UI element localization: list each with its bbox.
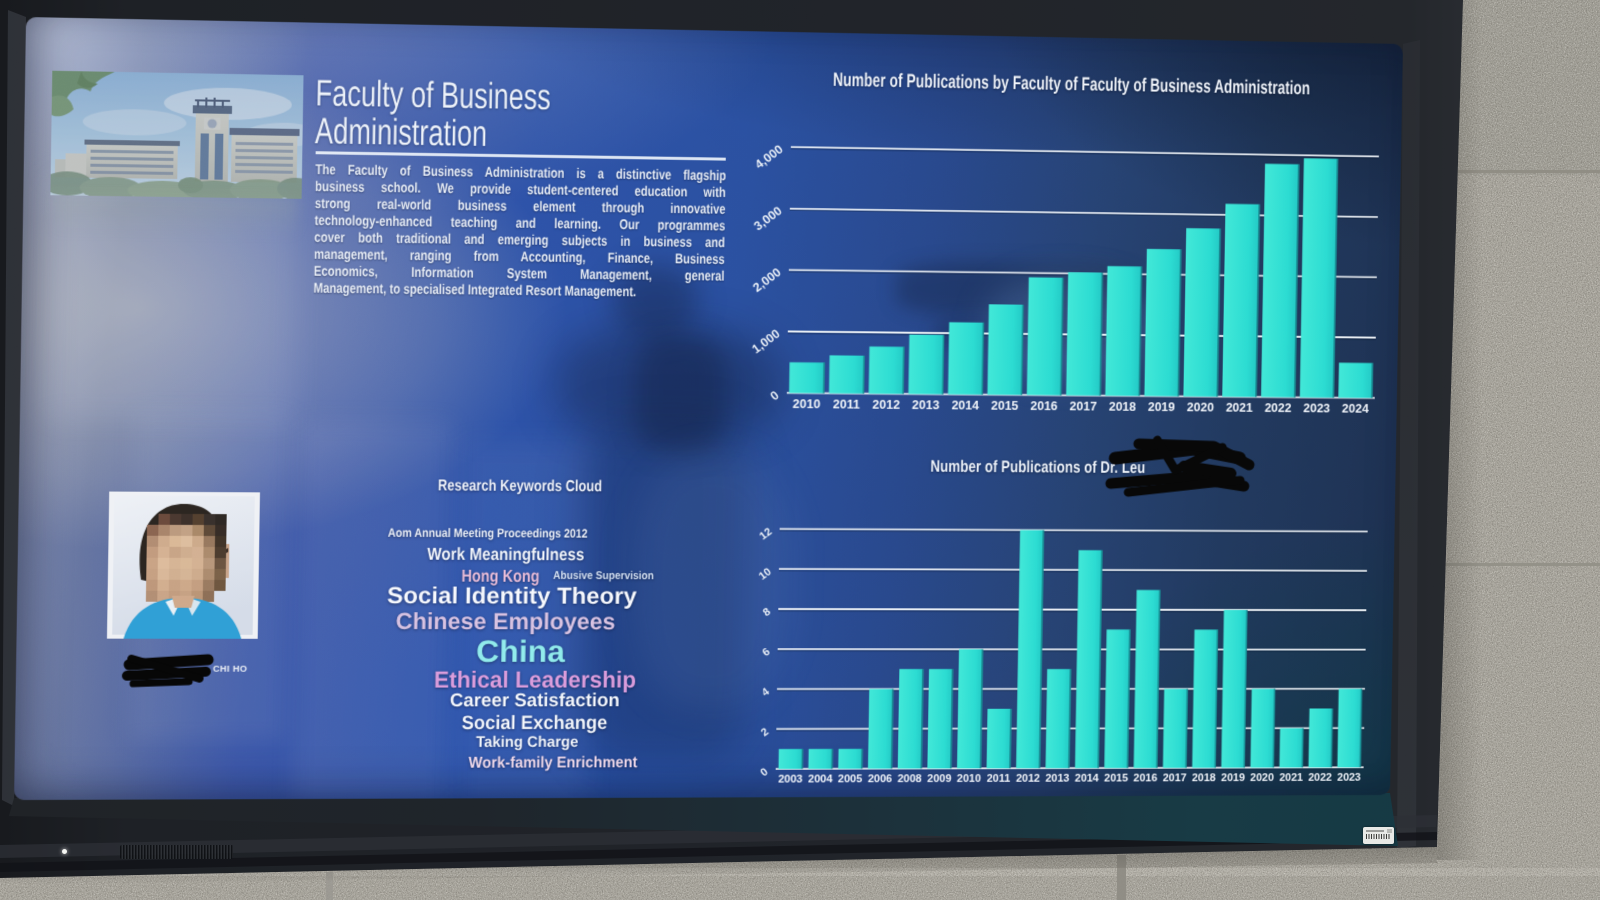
svg-text:0: 0 [767, 388, 781, 404]
svg-text:2018: 2018 [1192, 773, 1216, 784]
svg-text:2011: 2011 [987, 773, 1011, 784]
svg-text:2009: 2009 [927, 773, 951, 784]
svg-text:2022: 2022 [1264, 401, 1291, 415]
svg-text:8: 8 [761, 606, 773, 619]
svg-text:2023: 2023 [1337, 772, 1361, 783]
svg-text:12: 12 [758, 526, 775, 542]
svg-text:2004: 2004 [808, 774, 833, 786]
svg-text:3,000: 3,000 [751, 203, 785, 233]
svg-text:2017: 2017 [1070, 399, 1097, 413]
svg-text:2003: 2003 [778, 774, 803, 786]
svg-text:2006: 2006 [868, 774, 892, 786]
svg-text:10: 10 [757, 566, 774, 582]
svg-text:2,000: 2,000 [750, 265, 784, 295]
svg-text:2008: 2008 [897, 774, 921, 786]
svg-text:2013: 2013 [912, 398, 940, 413]
svg-text:2020: 2020 [1187, 400, 1214, 414]
svg-text:6: 6 [760, 646, 772, 659]
svg-text:2010: 2010 [793, 397, 821, 412]
svg-text:2005: 2005 [838, 774, 862, 786]
svg-text:2022: 2022 [1308, 772, 1332, 783]
svg-text:2019: 2019 [1148, 400, 1175, 414]
svg-text:2012: 2012 [872, 397, 900, 412]
svg-text:2016: 2016 [1133, 773, 1157, 784]
svg-text:1,000: 1,000 [749, 326, 783, 356]
svg-text:2021: 2021 [1226, 400, 1253, 414]
svg-text:2011: 2011 [833, 397, 860, 412]
svg-text:2019: 2019 [1221, 773, 1245, 784]
svg-text:2020: 2020 [1250, 772, 1274, 783]
svg-text:2: 2 [759, 726, 771, 739]
svg-text:2017: 2017 [1163, 773, 1187, 784]
svg-text:2012: 2012 [1016, 773, 1040, 784]
svg-text:2024: 2024 [1342, 401, 1370, 415]
svg-text:2010: 2010 [957, 773, 981, 784]
svg-text:4,000: 4,000 [752, 142, 786, 172]
svg-text:2014: 2014 [1075, 773, 1100, 784]
svg-text:2014: 2014 [951, 398, 979, 413]
svg-text:2018: 2018 [1109, 399, 1136, 413]
svg-text:2015: 2015 [991, 398, 1019, 412]
svg-text:0: 0 [759, 766, 771, 779]
svg-text:4: 4 [760, 686, 772, 699]
svg-text:2013: 2013 [1045, 773, 1069, 784]
svg-text:2021: 2021 [1279, 772, 1303, 783]
svg-text:2023: 2023 [1303, 401, 1330, 415]
svg-text:2016: 2016 [1030, 399, 1057, 413]
svg-text:2015: 2015 [1104, 773, 1128, 784]
